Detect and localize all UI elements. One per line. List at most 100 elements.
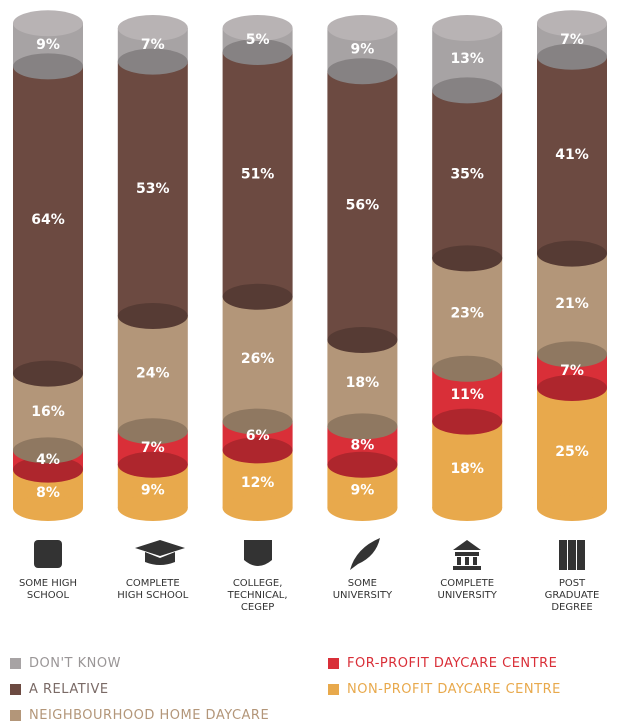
- value-label: 16%: [31, 404, 65, 420]
- segment-bottom: [222, 408, 293, 435]
- legend-swatch: [328, 684, 339, 695]
- icon-building: [453, 540, 481, 570]
- bar-segment: [327, 71, 398, 340]
- legend-label: FOR-PROFIT DAYCARE CENTRE: [347, 656, 558, 671]
- legend-label: A RELATIVE: [29, 682, 109, 697]
- segment-bottom: [432, 77, 503, 104]
- segment-bottom: [222, 437, 293, 464]
- bar-cap: [432, 15, 503, 41]
- value-label: 24%: [136, 366, 170, 382]
- segment-bottom: [117, 418, 188, 445]
- bar-segment: [537, 388, 607, 508]
- segment-bottom: [13, 360, 83, 387]
- value-label: 35%: [450, 166, 484, 182]
- value-label: 13%: [450, 51, 484, 67]
- legend-label: NEIGHBOURHOOD HOME DAYCARE: [29, 708, 270, 723]
- legend-item: FOR-PROFIT DAYCARE CENTRE: [328, 656, 557, 671]
- bar-segment: [537, 56, 607, 254]
- icons: [34, 538, 585, 570]
- icon-calculator: [34, 540, 62, 568]
- bar-segment: [432, 90, 503, 259]
- value-label: 9%: [141, 482, 165, 498]
- segment-bottom: [13, 495, 83, 521]
- segment-bottom: [327, 58, 398, 85]
- bar-segment: [327, 340, 398, 427]
- segment-bottom: [13, 437, 83, 464]
- segment-bottom: [432, 408, 503, 435]
- bar-segment: [222, 296, 293, 422]
- segment-bottom: [117, 48, 188, 75]
- icon-books: [559, 540, 585, 570]
- segment-bottom: [537, 495, 607, 521]
- value-label: 64%: [31, 212, 65, 228]
- category-label: POST GRADUATE DEGREE: [544, 578, 600, 613]
- segment-bottom: [13, 456, 83, 483]
- legend-item: A RELATIVE: [10, 682, 109, 697]
- bar-segment: [432, 421, 503, 508]
- segment-bottom: [222, 39, 293, 65]
- category-label: COMPLETE HIGH SCHOOL: [117, 578, 189, 601]
- segment-bottom: [222, 495, 293, 521]
- value-label: 18%: [450, 461, 484, 477]
- segment-bottom: [327, 327, 398, 353]
- category-label: SOME UNIVERSITY: [332, 578, 393, 601]
- bar-segment: [432, 258, 503, 369]
- value-label: 25%: [555, 444, 589, 460]
- segment-bottom: [432, 245, 503, 272]
- segment-bottom: [432, 355, 503, 382]
- legend-label: NON-PROFIT DAYCARE CENTRE: [347, 682, 561, 697]
- bar-cap: [537, 10, 607, 37]
- segment-bottom: [222, 283, 293, 310]
- segment-bottom: [537, 43, 607, 70]
- segment-bottom: [327, 451, 398, 478]
- value-label: 5%: [246, 32, 270, 48]
- value-label: 23%: [450, 306, 484, 322]
- value-label: 51%: [241, 166, 275, 182]
- bar-segment: [117, 316, 188, 432]
- segment-bottom: [537, 240, 607, 267]
- value-label: 41%: [555, 147, 589, 163]
- legend-swatch: [10, 684, 21, 695]
- bar-segment: [222, 52, 293, 297]
- segment-bottom: [13, 53, 83, 80]
- legend-item: DON'T KNOW: [10, 656, 121, 671]
- value-label: 8%: [351, 438, 375, 454]
- icon-cap: [135, 540, 185, 565]
- segment-bottom: [537, 375, 607, 401]
- bar-segment: [537, 253, 607, 355]
- segment-bottom: [432, 495, 503, 521]
- legend-swatch: [10, 658, 21, 669]
- value-label: 7%: [141, 37, 165, 53]
- value-label: 21%: [555, 296, 589, 312]
- segment-bottom: [117, 495, 188, 521]
- segment-bottom: [327, 495, 398, 521]
- bar-cap: [327, 15, 398, 41]
- value-label: 7%: [560, 363, 584, 379]
- bar-cap: [13, 10, 83, 37]
- value-label: 53%: [136, 181, 170, 197]
- value-label: 56%: [346, 198, 380, 214]
- value-label: 9%: [351, 482, 375, 498]
- bar-cap: [222, 15, 293, 41]
- bar-segment: [13, 66, 83, 374]
- category-label: COLLEGE, TECHNICAL, CEGEP: [227, 578, 288, 613]
- bar-segment: [117, 61, 188, 316]
- value-label: 9%: [36, 37, 60, 53]
- value-label: 7%: [141, 440, 165, 456]
- value-label: 26%: [241, 351, 275, 367]
- legend-swatch: [10, 710, 21, 721]
- value-label: 11%: [450, 387, 484, 403]
- segment-bottom: [537, 341, 607, 368]
- bar-cap: [117, 15, 188, 41]
- value-label: 6%: [246, 428, 270, 444]
- value-label: 12%: [241, 475, 275, 491]
- value-label: 18%: [346, 375, 380, 391]
- value-label: 7%: [560, 32, 584, 48]
- legend-label: DON'T KNOW: [29, 656, 121, 671]
- legend-item: NON-PROFIT DAYCARE CENTRE: [328, 682, 561, 697]
- category-label: COMPLETE UNIVERSITY: [437, 578, 497, 601]
- icon-quill: [350, 538, 380, 570]
- value-label: 8%: [36, 485, 60, 501]
